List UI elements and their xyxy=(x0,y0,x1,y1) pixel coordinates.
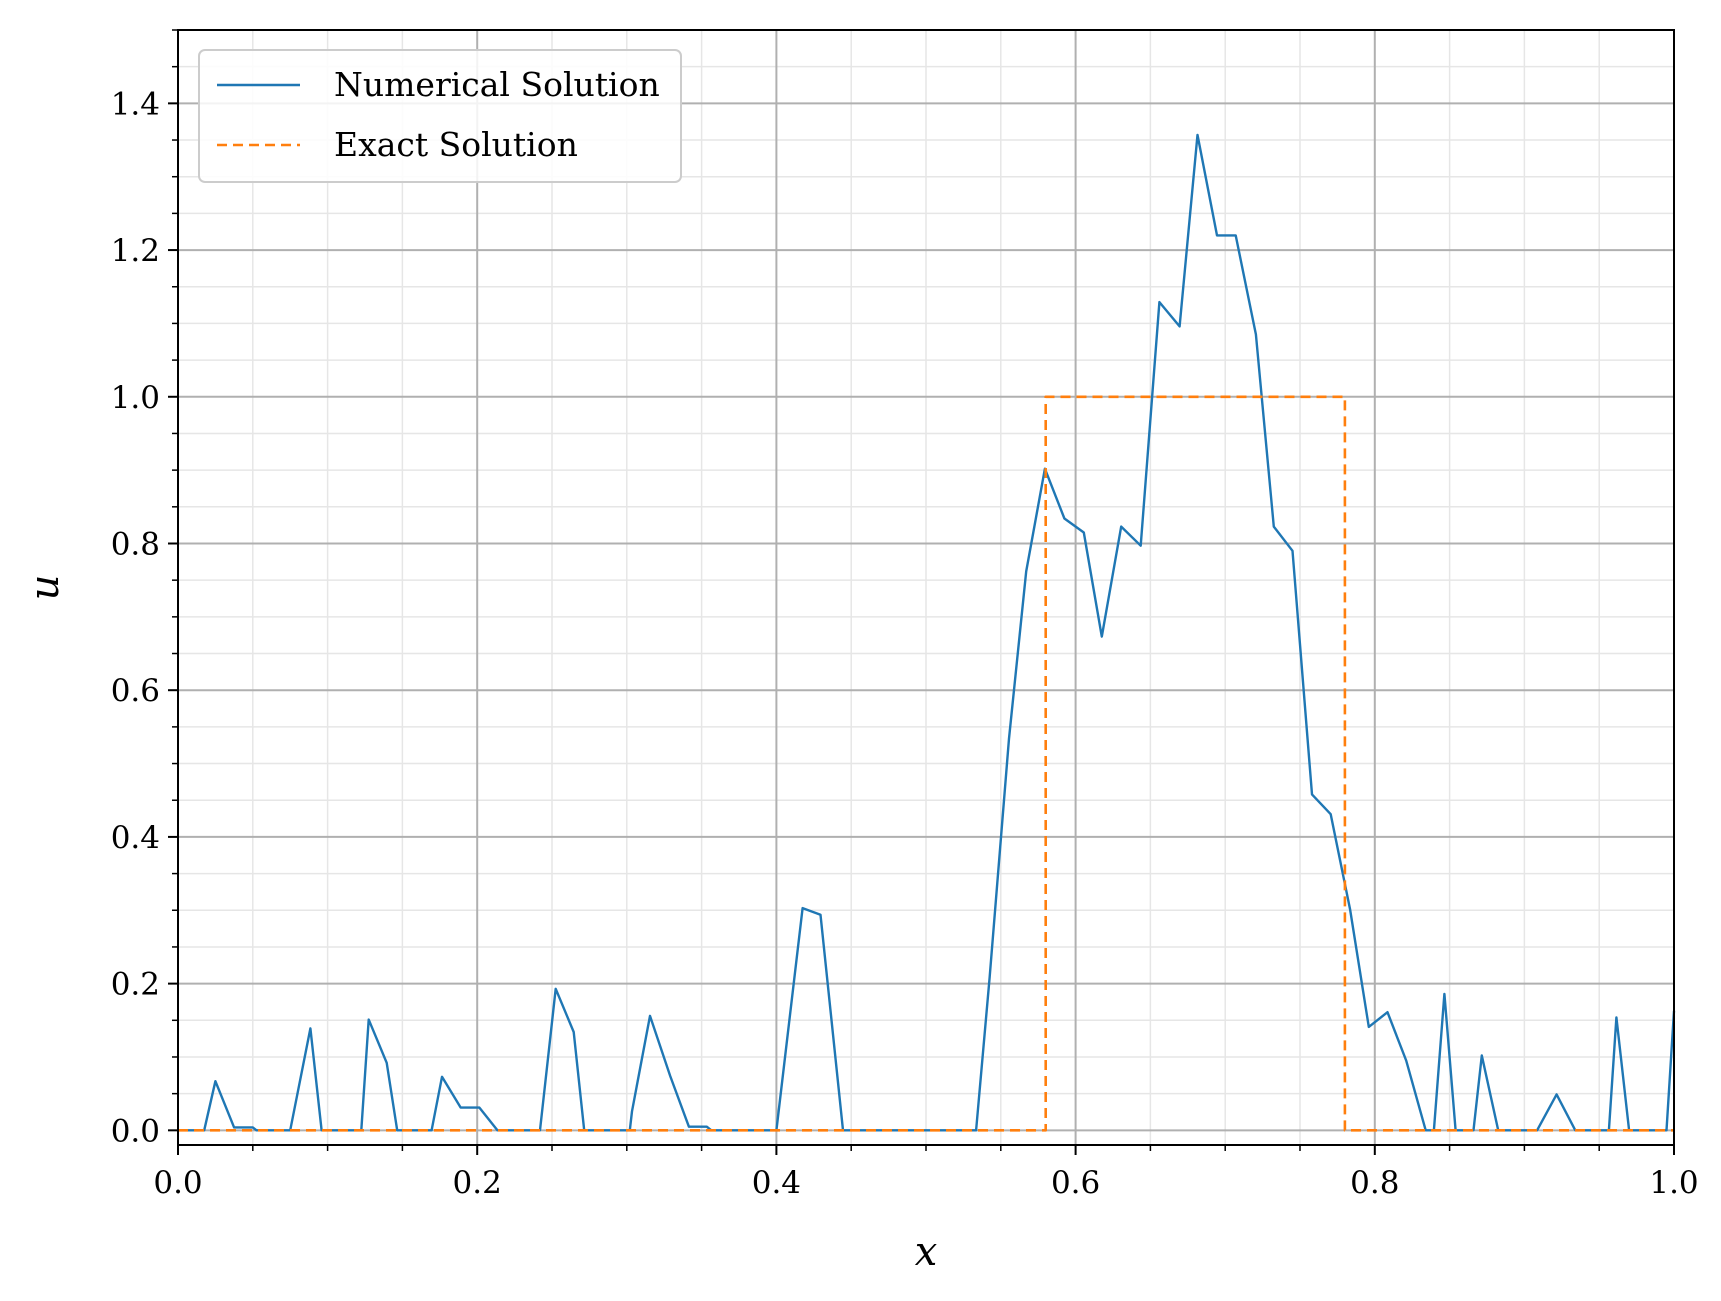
series-line-0 xyxy=(178,133,1676,1132)
axis-ticks: 0.0 0.2 0.4 0.6 0.8 1.0 0.0 0.2 0.4 0.6 0.8 1.0 1.2 1… xyxy=(111,29,1699,1201)
legend-label-exact-solution: Exact Solution xyxy=(334,125,578,164)
x-tick-label: 0.2 xyxy=(453,1165,502,1201)
legend-label-numerical-solution: Numerical Solution xyxy=(334,65,660,104)
y-tick-label: 0.6 xyxy=(111,673,160,709)
series-line-1 xyxy=(178,395,1674,1132)
series-layer xyxy=(178,133,1676,1132)
x-axis-label: x xyxy=(915,1229,938,1275)
minor-grid xyxy=(178,29,1674,1145)
legend: Numerical Solution Exact Solution xyxy=(198,49,682,183)
x-tick-label: 1.0 xyxy=(1649,1165,1698,1201)
y-tick-label: 1.4 xyxy=(111,86,160,122)
y-tick-label: 1.2 xyxy=(111,233,160,269)
y-tick-label: 0.0 xyxy=(111,1113,160,1149)
y-tick-label: 0.2 xyxy=(111,967,160,1003)
y-axis-label: u xyxy=(22,575,68,601)
x-tick-label: 0.4 xyxy=(752,1165,801,1201)
y-tick-label: 0.8 xyxy=(111,526,160,562)
x-tick-label: 0.8 xyxy=(1350,1165,1399,1201)
x-tick-label: 0.0 xyxy=(153,1165,202,1201)
x-tick-label: 0.6 xyxy=(1051,1165,1100,1201)
y-tick-label: 1.0 xyxy=(111,380,160,416)
y-tick-label: 0.4 xyxy=(111,820,160,856)
legend-box xyxy=(198,49,682,183)
